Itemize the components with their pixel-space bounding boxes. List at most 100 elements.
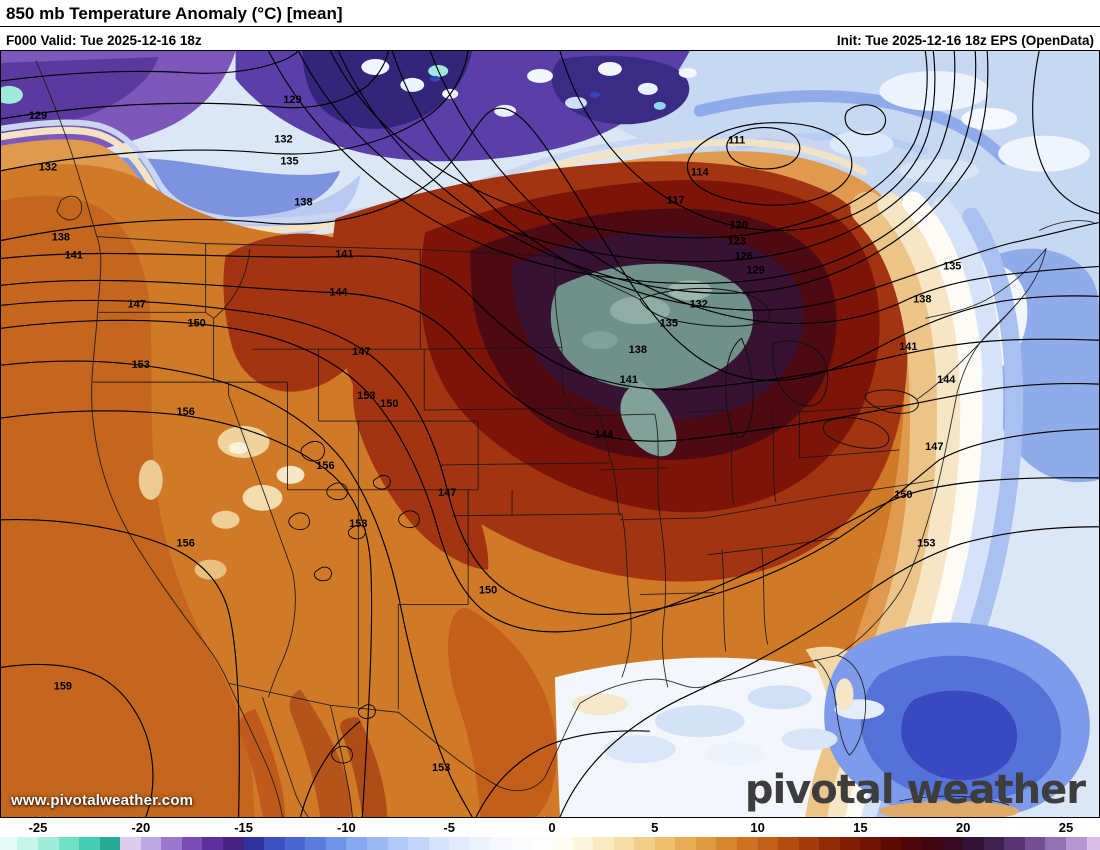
colorbar-segment <box>0 837 18 850</box>
colorbar-segment <box>79 837 101 850</box>
colorbar-segment <box>469 837 491 850</box>
svg-text:138: 138 <box>913 293 931 305</box>
colorbar-segment <box>181 837 203 850</box>
colorbar-segment <box>963 837 985 850</box>
colorbar-segment <box>983 837 1005 850</box>
svg-text:132: 132 <box>274 134 292 146</box>
svg-text:144: 144 <box>937 374 956 386</box>
colorbar-ticks: -25 -20 -15 -10 -5 0 5 10 15 20 25 <box>0 820 1100 836</box>
colorbar-tick: 0 <box>548 820 556 835</box>
colorbar-segment <box>58 837 80 850</box>
colorbar-segment <box>757 837 779 850</box>
colorbar-segment <box>161 837 183 850</box>
svg-text:150: 150 <box>187 317 205 329</box>
svg-text:135: 135 <box>943 260 961 272</box>
map-header: 850 mb Temperature Anomaly (°C) [mean] F… <box>0 0 1100 50</box>
colorbar-segment <box>675 837 697 850</box>
colorbar-segment <box>305 837 327 850</box>
colorbar-segment <box>593 837 615 850</box>
colorbar-segment <box>860 837 882 850</box>
svg-text:144: 144 <box>329 286 348 298</box>
colorbar-segment <box>428 837 450 850</box>
svg-text:147: 147 <box>438 487 456 499</box>
svg-text:159: 159 <box>54 680 72 692</box>
colorbar-segment <box>778 837 800 850</box>
svg-text:111: 111 <box>728 135 745 147</box>
colorbar-segment <box>880 837 902 850</box>
svg-text:156: 156 <box>316 460 334 472</box>
svg-text:120: 120 <box>729 220 747 232</box>
colorbar-segment <box>325 837 347 850</box>
colorbar-segment <box>510 837 532 850</box>
colorbar-segment <box>449 837 471 850</box>
svg-text:147: 147 <box>128 298 146 310</box>
svg-text:141: 141 <box>620 374 638 386</box>
colorbar-segment <box>140 837 162 850</box>
colorbar-segment <box>1024 837 1046 850</box>
page-title: 850 mb Temperature Anomaly (°C) [mean] <box>6 4 343 23</box>
colorbar-segment <box>38 837 60 850</box>
pivotal-weather-logo: pivotal weather <box>744 767 1086 813</box>
colorbar-tick: -20 <box>131 820 151 835</box>
colorbar-gradient <box>0 837 1100 850</box>
colorbar: -25 -20 -15 -10 -5 0 5 10 15 20 25 <box>0 818 1100 850</box>
colorbar-segment <box>572 837 594 850</box>
colorbar-segment <box>223 837 245 850</box>
svg-text:129: 129 <box>29 110 47 122</box>
colorbar-tick: 20 <box>955 820 971 835</box>
watermark: www.pivotalweather.com <box>11 792 194 809</box>
svg-text:141: 141 <box>899 341 917 353</box>
colorbar-segment <box>1086 837 1100 850</box>
map-area: 129 132 138 141 147 150 153 156 156 159 129 132 135 1… <box>0 50 1100 818</box>
colorbar-tick: 25 <box>1058 820 1074 835</box>
colorbar-segment <box>346 837 368 850</box>
colorbar-segment <box>839 837 861 850</box>
svg-text:153: 153 <box>132 359 150 371</box>
colorbar-segment <box>798 837 820 850</box>
svg-text:135: 135 <box>280 156 298 168</box>
pivotal-weather-logo-text: pivotal weather <box>744 767 1086 813</box>
colorbar-segment <box>695 837 717 850</box>
svg-text:117: 117 <box>667 195 685 207</box>
colorbar-segment <box>552 837 574 850</box>
colorbar-tick: -15 <box>234 820 253 835</box>
colorbar-segment <box>531 837 553 850</box>
svg-text:135: 135 <box>660 317 678 329</box>
colorbar-segment <box>716 837 738 850</box>
svg-text:123: 123 <box>728 235 746 247</box>
colorbar-segment <box>819 837 841 850</box>
svg-text:129: 129 <box>283 94 301 106</box>
colorbar-segment <box>1066 837 1088 850</box>
svg-text:141: 141 <box>335 248 353 260</box>
colorbar-tick: 15 <box>853 820 868 835</box>
svg-text:138: 138 <box>294 197 312 209</box>
svg-text:153: 153 <box>357 390 375 402</box>
svg-text:147: 147 <box>352 346 370 358</box>
svg-text:147: 147 <box>925 441 943 453</box>
colorbar-segment <box>387 837 409 850</box>
map-canvas: 129 132 138 141 147 150 153 156 156 159 129 132 135 1… <box>1 51 1099 817</box>
colorbar-tick: -25 <box>28 820 48 835</box>
svg-text:150: 150 <box>380 398 398 410</box>
valid-time-label: F000 Valid: Tue 2025-12-16 18z <box>6 32 202 48</box>
colorbar-tick: -10 <box>336 820 356 835</box>
colorbar-segment <box>243 837 265 850</box>
colorbar-segment <box>634 837 656 850</box>
colorbar-segment <box>264 837 286 850</box>
colorbar-segment <box>202 837 224 850</box>
colorbar-segment <box>613 837 635 850</box>
colorbar-tick: 5 <box>651 820 659 835</box>
svg-text:129: 129 <box>746 264 764 276</box>
colorbar-segment <box>737 837 759 850</box>
colorbar-segment <box>1045 837 1067 850</box>
svg-text:144: 144 <box>595 429 614 441</box>
colorbar-tick: 10 <box>750 820 765 835</box>
colorbar-tick: -5 <box>443 820 455 835</box>
colorbar-segment <box>922 837 944 850</box>
colorbar-segment <box>654 837 676 850</box>
colorbar-segment <box>942 837 964 850</box>
svg-text:132: 132 <box>690 298 708 310</box>
colorbar-segment <box>366 837 388 850</box>
info-row: F000 Valid: Tue 2025-12-16 18z Init: Tue… <box>0 27 1100 51</box>
